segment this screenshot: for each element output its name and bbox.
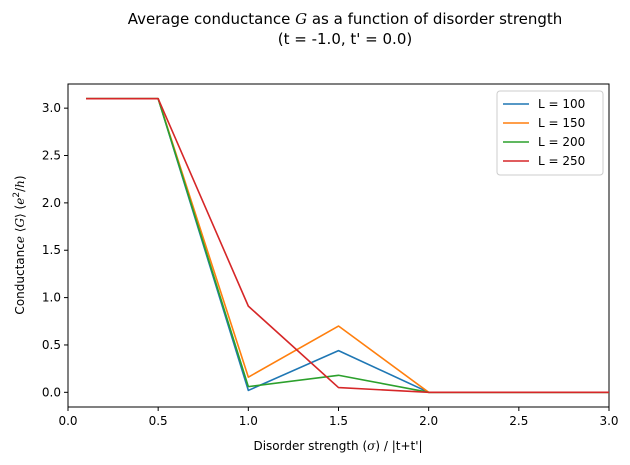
legend-box (496, 90, 604, 176)
y-tick-label: 1.5 (42, 243, 61, 257)
legend-entry: L = 250 (538, 154, 585, 168)
y-tick-label: 3.0 (42, 101, 61, 115)
y-axis-label: Conductance ⟨G⟩ (e2/h) (12, 175, 27, 314)
x-tick-label: 1.0 (239, 414, 258, 428)
x-axis: 0.0 0.5 1.0 1.5 2.0 2.5 3.0 (58, 407, 619, 428)
series-line-4 (86, 97, 609, 394)
y-tick-label: 0.0 (42, 385, 61, 399)
legend-entry: L = 150 (538, 116, 585, 130)
y-tick-label: 0.5 (42, 338, 61, 352)
legend-entry: L = 200 (538, 135, 585, 149)
x-tick-label: 0.0 (58, 414, 77, 428)
x-tick-label: 2.0 (419, 414, 438, 428)
x-tick-label: 0.5 (149, 414, 168, 428)
chart-subtitle: (t = -1.0, t' = 0.0) (278, 30, 412, 48)
y-tick-label: 1.0 (42, 291, 61, 305)
y-tick-label: 2.5 (42, 149, 61, 163)
series-lines (86, 97, 609, 394)
legend: L = 100 L = 150 L = 200 L = 250 (496, 90, 604, 176)
x-tick-label: 2.5 (509, 414, 528, 428)
x-tick-label: 1.5 (329, 414, 348, 428)
x-axis-label: Disorder strength (σ) / |t+t'| (253, 439, 422, 453)
x-tick-label: 3.0 (599, 414, 618, 428)
legend-entry: L = 100 (538, 97, 585, 111)
y-axis: 0.0 0.5 1.0 1.5 2.0 2.5 3.0 (42, 101, 68, 399)
chart-title: Average conductance G as a function of d… (128, 10, 563, 28)
y-tick-label: 2.0 (42, 196, 61, 210)
